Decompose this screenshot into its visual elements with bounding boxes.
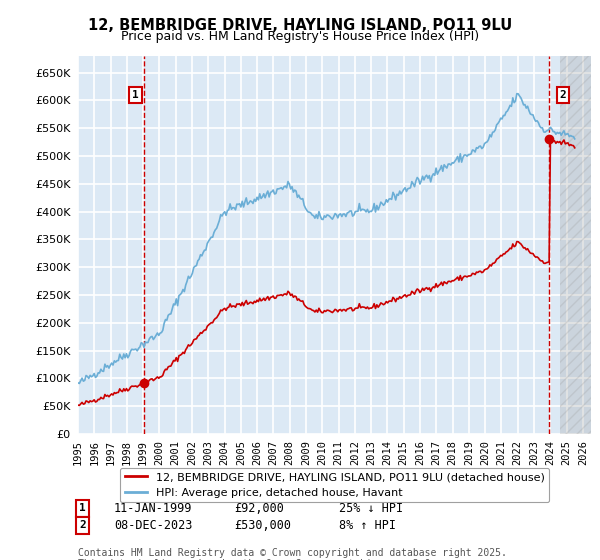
Text: £530,000: £530,000	[234, 519, 291, 532]
Text: 2: 2	[560, 90, 566, 100]
Text: 12, BEMBRIDGE DRIVE, HAYLING ISLAND, PO11 9LU: 12, BEMBRIDGE DRIVE, HAYLING ISLAND, PO1…	[88, 18, 512, 34]
Text: 1: 1	[132, 90, 139, 100]
Text: 25% ↓ HPI: 25% ↓ HPI	[339, 502, 403, 515]
Text: 11-JAN-1999: 11-JAN-1999	[114, 502, 193, 515]
Bar	[560, 56, 591, 434]
Text: Contains HM Land Registry data © Crown copyright and database right 2025.
This d: Contains HM Land Registry data © Crown c…	[78, 548, 507, 560]
Text: 08-DEC-2023: 08-DEC-2023	[114, 519, 193, 532]
Text: £92,000: £92,000	[234, 502, 284, 515]
Text: 1: 1	[79, 503, 86, 514]
Text: Price paid vs. HM Land Registry's House Price Index (HPI): Price paid vs. HM Land Registry's House …	[121, 30, 479, 43]
Text: 8% ↑ HPI: 8% ↑ HPI	[339, 519, 396, 532]
Text: 2: 2	[79, 520, 86, 530]
Legend: 12, BEMBRIDGE DRIVE, HAYLING ISLAND, PO11 9LU (detached house), HPI: Average pri: 12, BEMBRIDGE DRIVE, HAYLING ISLAND, PO1…	[120, 468, 549, 502]
